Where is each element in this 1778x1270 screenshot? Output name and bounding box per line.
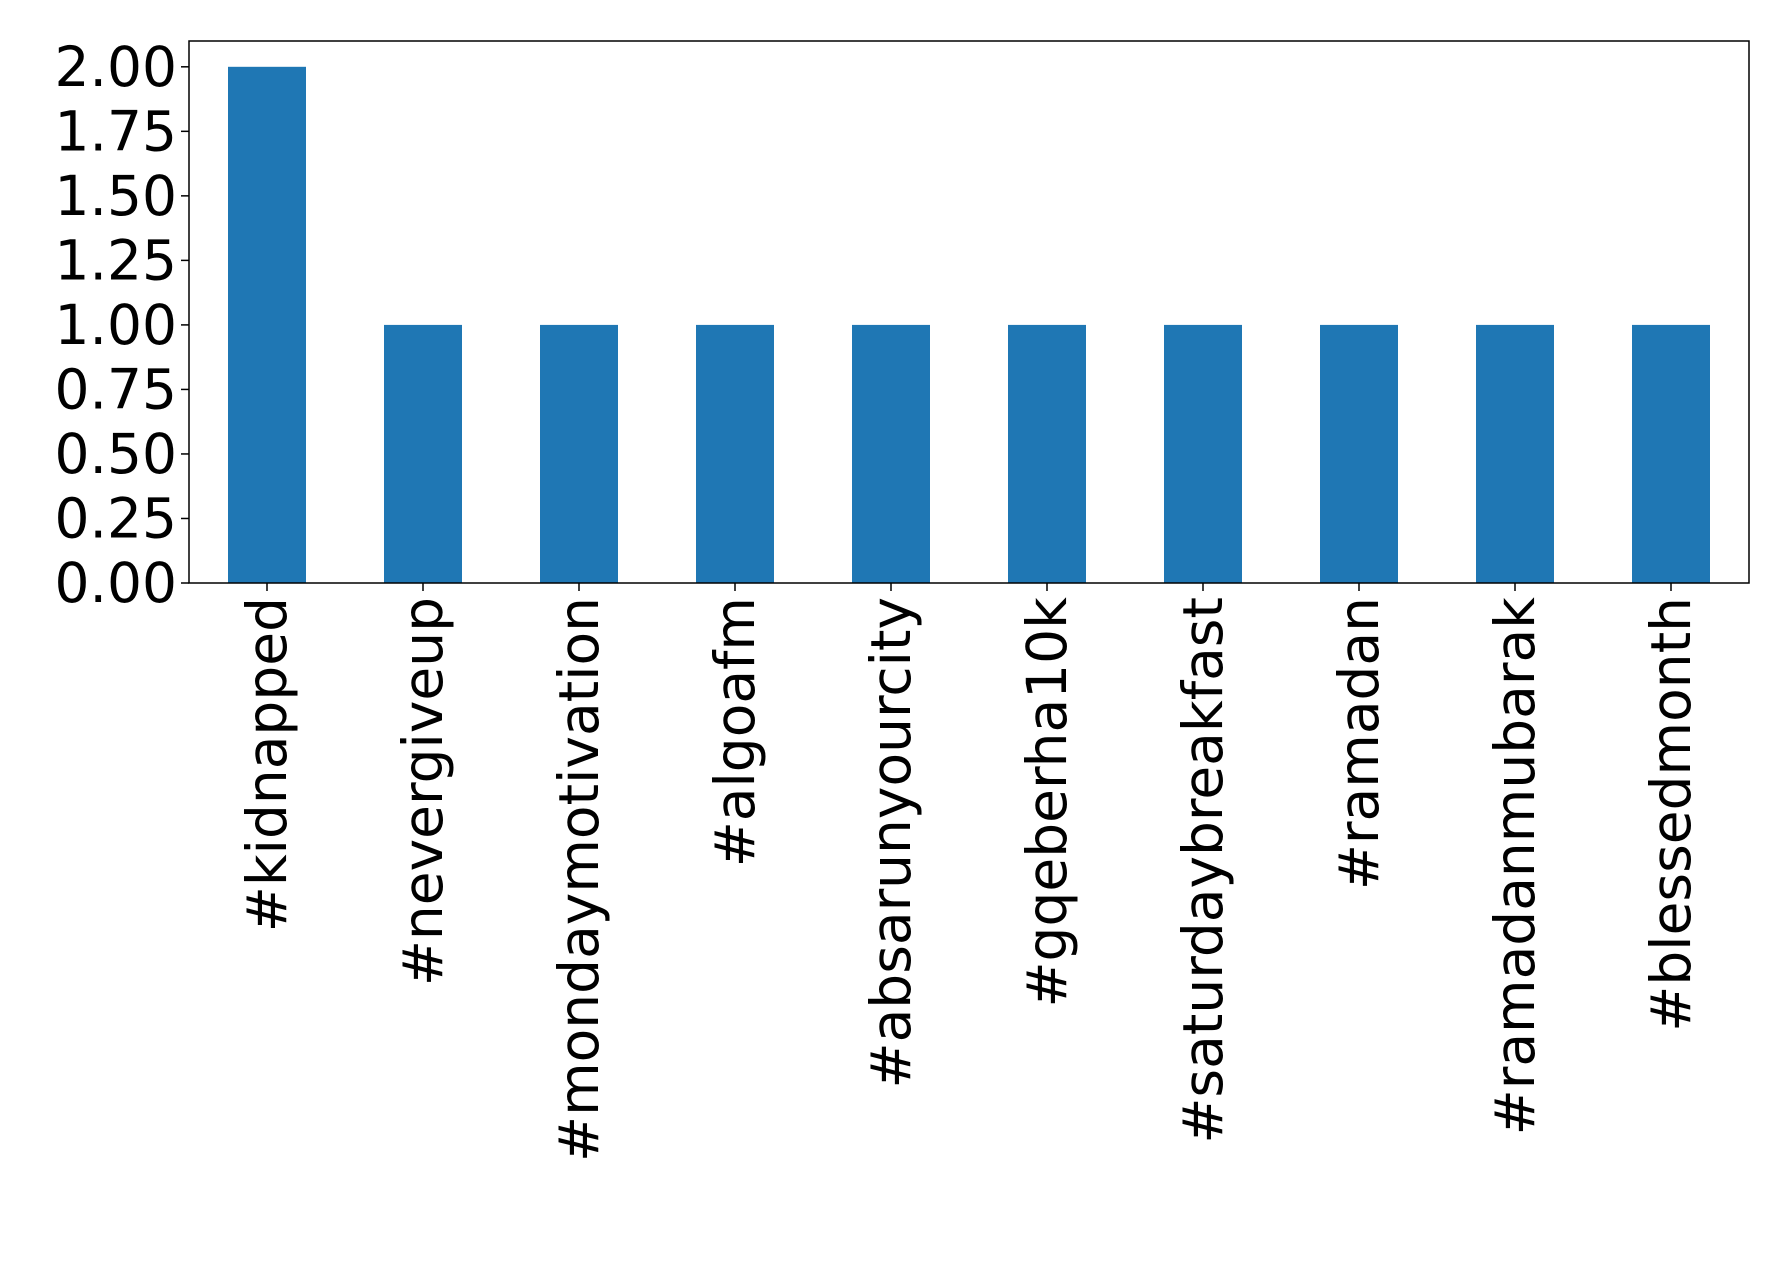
- x-tick-label: #nevergiveup: [391, 597, 455, 986]
- bar: [1476, 324, 1554, 583]
- bar: [1320, 324, 1398, 583]
- y-tick-label: 0.00: [55, 551, 177, 615]
- plot-frame: [188, 40, 1750, 584]
- x-tick-label: #algoafm: [703, 597, 767, 867]
- bar: [228, 66, 306, 584]
- bar: [696, 324, 774, 583]
- bar: [384, 324, 462, 583]
- y-tick-label: 0.25: [55, 486, 177, 550]
- y-tick-label: 2.00: [55, 35, 177, 99]
- y-tick-label: 1.00: [55, 293, 177, 357]
- y-tick-label: 1.50: [55, 164, 177, 228]
- x-tick-label: #ramadanmubarak: [1483, 597, 1547, 1136]
- bar: [1164, 324, 1242, 583]
- y-tick-label: 1.75: [55, 99, 177, 163]
- bar: [852, 324, 930, 583]
- x-tick-label: #mondaymotivation: [547, 597, 611, 1162]
- x-tick-label: #absarunyourcity: [859, 597, 923, 1088]
- x-tick-label: #saturdaybreakfast: [1171, 597, 1235, 1144]
- x-tick-label: #gqeberha10k: [1015, 597, 1079, 1008]
- y-tick-label: 1.25: [55, 228, 177, 292]
- bar: [1632, 324, 1710, 583]
- x-tick-label: #blessedmonth: [1639, 597, 1703, 1032]
- y-tick-label: 0.75: [55, 357, 177, 421]
- bar: [1008, 324, 1086, 583]
- y-tick-label: 0.50: [55, 422, 177, 486]
- x-tick-label: #kidnapped: [235, 597, 299, 932]
- bar: [540, 324, 618, 583]
- x-tick-label: #ramadan: [1327, 597, 1391, 890]
